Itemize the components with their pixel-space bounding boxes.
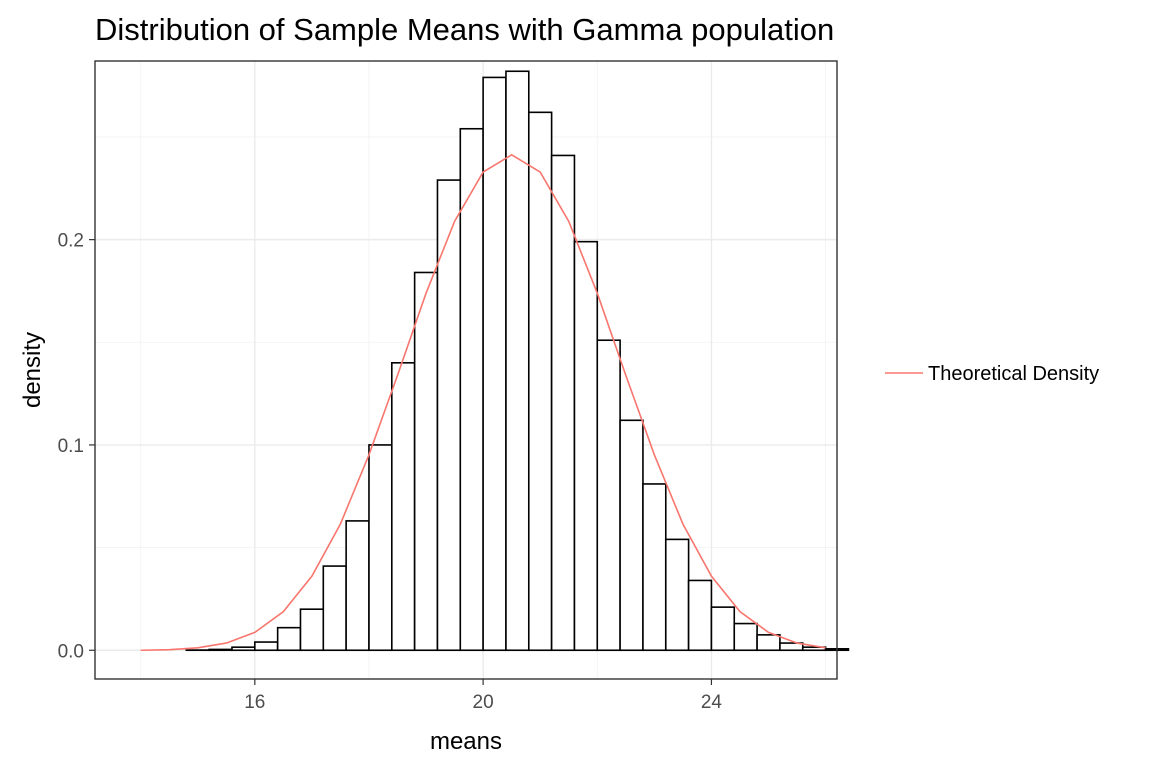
density-line-layer	[140, 153, 826, 652]
histogram-bar	[550, 154, 576, 652]
histogram-bar	[687, 579, 713, 652]
x-tick-label: 24	[701, 692, 723, 713]
histogram-bar	[482, 76, 507, 652]
y-tick-label: 0.1	[58, 436, 84, 457]
histogram-bar	[231, 646, 256, 652]
histogram-bar	[299, 608, 325, 652]
histogram-bar	[413, 271, 439, 652]
x-axis-ticks: 16 20 24	[244, 679, 722, 713]
density-line	[140, 153, 826, 652]
chart-title: Distribution of Sample Means with Gamma …	[95, 12, 834, 47]
histogram-bar	[368, 444, 393, 652]
histogram-bar	[322, 565, 347, 652]
y-axis-ticks: 0.0 0.1 0.2	[58, 231, 95, 662]
histogram-bar	[390, 362, 416, 652]
histogram-bar	[710, 606, 736, 652]
y-tick-label: 0.2	[58, 231, 84, 252]
histogram-bar	[596, 339, 621, 652]
y-axis-title: density	[19, 332, 46, 408]
legend: Theoretical Density	[885, 363, 1099, 385]
panel-border	[94, 60, 838, 680]
histogram-bar	[619, 419, 644, 652]
histogram-bar	[276, 626, 302, 652]
histogram-bar	[664, 538, 690, 652]
x-axis-title: means	[430, 728, 502, 755]
histogram-bar	[642, 483, 667, 652]
histogram-bar	[527, 111, 553, 652]
histogram-bar	[254, 641, 279, 652]
histogram-bar	[756, 634, 781, 652]
y-tick-label: 0.0	[58, 641, 84, 662]
histogram-bar	[208, 648, 233, 652]
histogram-bars	[185, 70, 850, 652]
histogram-bar	[733, 622, 758, 652]
x-tick-label: 20	[473, 692, 494, 713]
x-tick-label: 16	[244, 692, 265, 713]
histogram-bar	[573, 240, 599, 652]
histogram-bar	[436, 179, 462, 652]
histogram-bar	[345, 520, 370, 652]
legend-label: Theoretical Density	[928, 363, 1099, 385]
